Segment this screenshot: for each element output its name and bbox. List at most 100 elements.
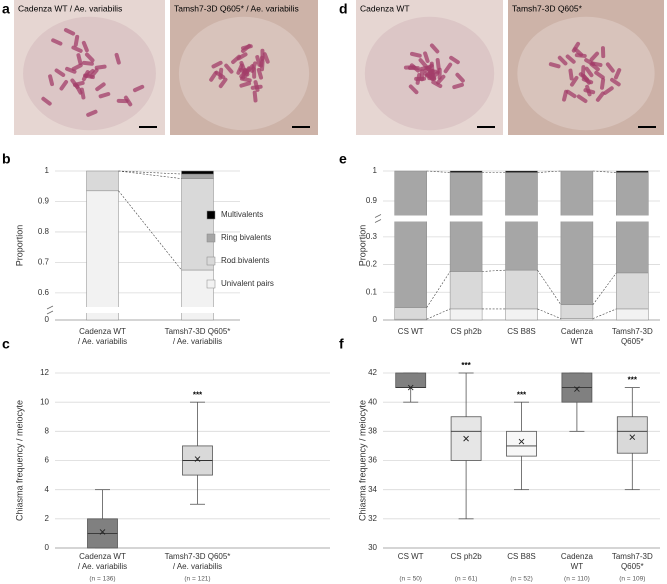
chromosome — [613, 68, 622, 80]
chromosome — [435, 58, 441, 70]
chromosome — [98, 91, 111, 99]
chromosome — [253, 80, 260, 92]
n-label: (n = 50) — [399, 576, 422, 583]
y-tick-label: 40 — [368, 397, 377, 406]
x-tick-label: / Ae. variabilis — [173, 562, 222, 571]
legend-label: Rod bivalents — [221, 256, 269, 265]
chromosome — [584, 58, 596, 66]
panel-label: c — [2, 336, 10, 352]
y-tick-label: 42 — [368, 368, 377, 377]
x-tick-label: / Ae. variabilis — [78, 562, 127, 571]
photo-caption: Tamsh7-3D Q605* / Ae. variabilis — [174, 3, 299, 13]
box — [506, 430, 537, 457]
chromosome — [548, 62, 561, 69]
chromosome — [565, 54, 576, 64]
connector — [482, 269, 506, 272]
connector — [426, 308, 451, 320]
bar-segment — [505, 170, 538, 173]
connector — [592, 170, 617, 173]
y-tick-label: 10 — [40, 397, 49, 406]
panel-label: a — [2, 1, 10, 17]
chromosome — [603, 86, 614, 95]
significance: *** — [628, 376, 638, 385]
significance: *** — [461, 361, 471, 370]
chromosome — [59, 79, 69, 91]
chromosome — [236, 52, 248, 61]
chromosome — [239, 76, 252, 83]
bar-segment — [449, 170, 483, 173]
panel-label: f — [339, 336, 344, 352]
y-tick-label: 0.6 — [38, 288, 50, 297]
x-tick-label: WT — [571, 337, 584, 346]
chromosome — [418, 58, 428, 69]
chromosome — [429, 43, 440, 54]
bar-segment — [560, 170, 594, 306]
y-tick-label: 30 — [368, 543, 377, 552]
chromosome — [429, 71, 440, 81]
chromosome — [89, 68, 99, 79]
y-tick-label: 0 — [45, 315, 50, 324]
x-tick-label: Q605* — [621, 562, 644, 571]
chromosome — [81, 40, 89, 53]
chromosome — [255, 55, 262, 67]
chromosome — [584, 66, 594, 78]
n-label: (n = 52) — [510, 576, 533, 583]
axis-break — [373, 215, 660, 222]
x-tick-label: Q605* — [621, 337, 644, 346]
y-tick-label: 0.2 — [366, 260, 378, 269]
chromosome — [76, 53, 83, 65]
axis-break — [45, 307, 240, 313]
x-tick-label: WT — [571, 562, 584, 571]
mean-marker — [407, 384, 414, 391]
chromosome — [256, 67, 264, 80]
n-label: (n = 136) — [89, 576, 115, 583]
y-tick-label: 34 — [368, 485, 377, 494]
chromosome — [576, 94, 588, 104]
chromosome — [252, 66, 257, 79]
mean-marker — [194, 456, 201, 462]
x-tick-label: CS B8S — [507, 552, 535, 561]
y-tick-label: 38 — [368, 426, 377, 435]
chromosome — [79, 87, 86, 100]
y-tick-label: 0.8 — [38, 227, 50, 236]
chromosome — [594, 70, 605, 80]
bar-segment — [616, 272, 649, 310]
chromosome — [408, 84, 419, 95]
photo-caption: Cadenza WT — [360, 3, 410, 13]
chromosome — [573, 47, 584, 57]
photo-caption: Tamsh7-3D Q605* — [512, 3, 583, 13]
mean-marker — [518, 438, 525, 445]
panel-label: b — [2, 151, 11, 167]
chromosome — [218, 67, 224, 80]
chromosome — [209, 71, 218, 82]
bar-segment — [616, 172, 649, 274]
cell — [517, 16, 655, 131]
y-axis-label: Chiasma frequency / meiocyte — [357, 400, 367, 521]
x-tick-label: Cadenza — [561, 327, 594, 336]
chromosome — [81, 70, 90, 82]
significance: *** — [193, 390, 203, 399]
bar-segment — [181, 173, 214, 179]
y-tick-label: 0.9 — [38, 197, 50, 206]
y-tick-label: 0.1 — [366, 287, 378, 296]
connector — [118, 190, 182, 271]
chromosome — [71, 45, 83, 53]
y-tick-label: 36 — [368, 456, 377, 465]
n-label: (n = 109) — [619, 576, 645, 583]
chromosome — [589, 51, 600, 62]
chromosome — [600, 46, 606, 59]
chromosome — [581, 77, 594, 85]
bar-segment — [86, 170, 119, 192]
chromosome — [557, 55, 568, 66]
connector — [426, 271, 451, 308]
legend-label: Univalent pairs — [221, 279, 274, 288]
x-tick-label: CS WT — [398, 552, 424, 561]
x-tick-label: Tamsh7-3D — [612, 552, 653, 561]
y-tick-label: 0.9 — [366, 196, 378, 205]
legend-swatch — [206, 233, 216, 243]
bar-segment — [505, 308, 538, 321]
chromosome — [455, 72, 465, 83]
y-tick-label: 6 — [45, 456, 50, 465]
connector — [592, 272, 617, 305]
